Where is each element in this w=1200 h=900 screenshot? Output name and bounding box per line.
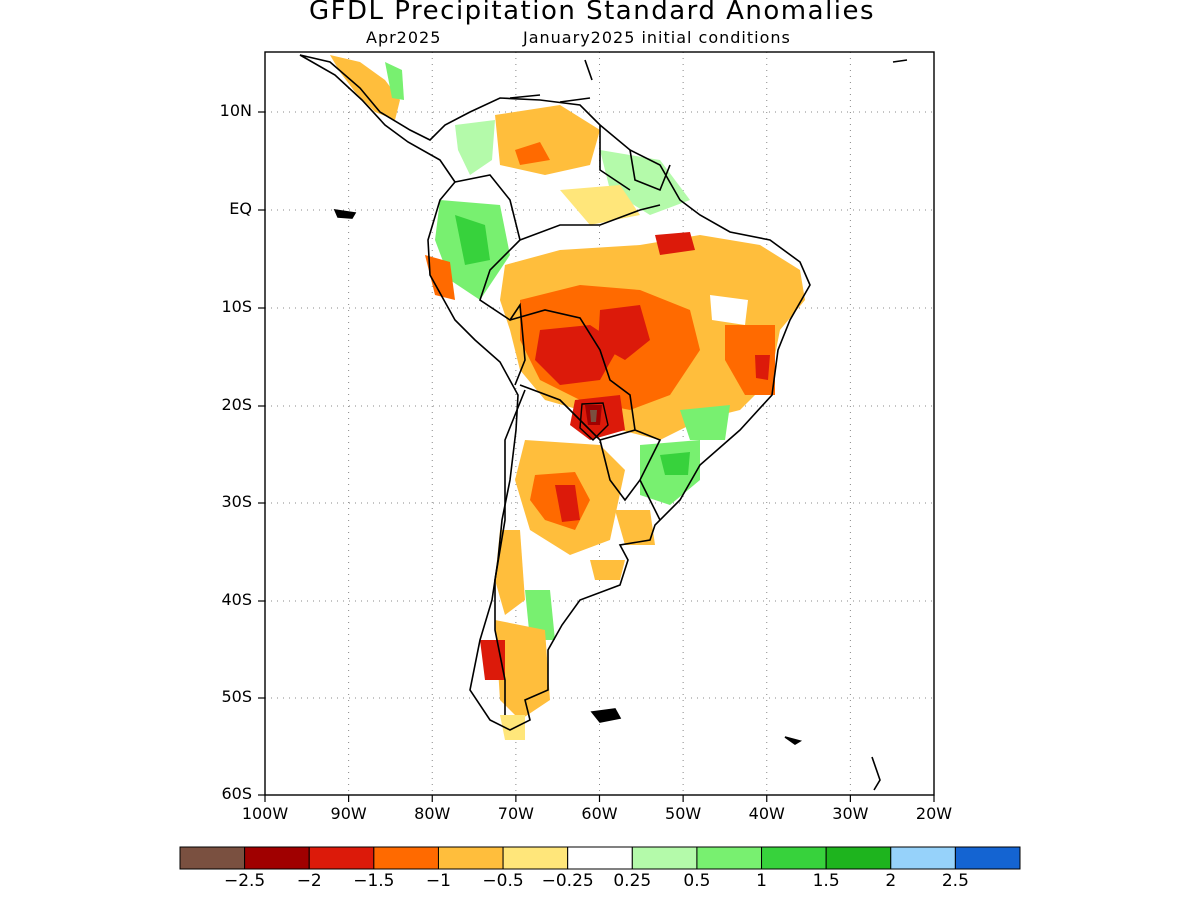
- colorbar-label: −0.5: [482, 871, 524, 891]
- axis-ticks: [258, 111, 935, 802]
- colorbar-swatch-8: [696, 846, 763, 870]
- colorbar-label: −1: [425, 871, 451, 891]
- initial-conditions-subtitle: January2025 initial conditions: [523, 28, 791, 47]
- anomaly-region-sao-paulo-core: [660, 452, 690, 475]
- caribbean-islands: [509, 59, 908, 103]
- anomaly-region-goias-core: [598, 305, 650, 360]
- colorbar-swatch-1: [244, 846, 310, 870]
- anomaly-region-tierra-del-fuego: [500, 715, 525, 740]
- lat-label: 20S: [221, 395, 252, 414]
- lon-label: 20W: [915, 804, 953, 823]
- anomaly-region-central-america: [330, 55, 400, 120]
- colorbar-swatch-0: [179, 846, 246, 870]
- lon-label: 90W: [330, 804, 367, 823]
- colorbar-label: 2: [885, 871, 897, 891]
- anomaly-region-colombia-wet: [455, 120, 495, 175]
- anomaly-region-peru-coast-dry: [425, 255, 455, 300]
- colorbar-label: 1.5: [812, 871, 840, 891]
- anomaly-shading: [330, 55, 805, 740]
- colorbar-label: −1.5: [353, 871, 395, 891]
- colorbar-swatch-4: [437, 846, 504, 870]
- lat-label: 10S: [221, 297, 252, 316]
- colorbar-swatch-9: [761, 846, 827, 870]
- pantanal-contour: [579, 402, 609, 441]
- lon-label: 60W: [581, 804, 618, 823]
- south-sandwich-islands: [871, 756, 881, 791]
- anomaly-region-venezuela-dry: [495, 105, 600, 175]
- colorbar-label: 0.5: [683, 871, 711, 891]
- colorbar-swatch-6: [567, 846, 633, 870]
- colorbar: [179, 846, 1021, 870]
- anomaly-region-pampas-dry: [590, 560, 625, 580]
- colorbar-swatch-12: [954, 846, 1021, 870]
- lat-label: 50S: [221, 687, 252, 706]
- lon-label: 50W: [665, 804, 702, 823]
- falkland-islands: [590, 708, 622, 723]
- lon-label: 70W: [497, 804, 534, 823]
- colorbar-label: −0.25: [541, 871, 594, 891]
- anomaly-region-minas-wet: [680, 405, 730, 440]
- anomaly-region-pantanal-center: [590, 410, 597, 422]
- map-title: GFDL Precipitation Standard Anomalies: [308, 0, 876, 26]
- lon-label: 30W: [832, 804, 869, 823]
- country-borders: [454, 125, 671, 715]
- lon-label: 40W: [748, 804, 785, 823]
- lon-label: 80W: [414, 804, 451, 823]
- colorbar-swatch-5: [502, 846, 569, 870]
- galapagos-islands: [333, 208, 357, 219]
- lat-label: EQ: [229, 199, 252, 218]
- colorbar-label: 0.25: [613, 871, 652, 891]
- south-america-coastline: [299, 54, 811, 731]
- colorbar-swatch-10: [825, 846, 892, 870]
- forecast-month-subtitle: Apr2025: [366, 28, 442, 47]
- anomaly-region-para-dry: [655, 232, 695, 255]
- anomaly-region-venezuela-core: [515, 142, 550, 165]
- anomaly-region-northeast-white: [710, 295, 748, 325]
- anomaly-region-cordoba-core: [555, 485, 580, 522]
- colorbar-label: −2.5: [223, 871, 266, 891]
- colorbar-label: 2.5: [941, 871, 969, 891]
- coastline-and-borders: [299, 54, 908, 791]
- colorbar-swatch-7: [631, 846, 698, 870]
- anomaly-region-guiana-wet: [600, 150, 690, 215]
- colorbar-swatch-3: [373, 846, 439, 870]
- lat-label: 40S: [221, 590, 252, 609]
- anomaly-region-panama-wet: [385, 62, 404, 100]
- anomaly-region-bahia-core: [755, 355, 770, 380]
- lat-label: 30S: [221, 492, 252, 511]
- colorbar-swatch-2: [308, 846, 375, 870]
- colorbar-label: −2: [296, 871, 322, 891]
- lat-label: 60S: [221, 784, 252, 803]
- lon-label: 100W: [241, 804, 289, 823]
- colorbar-label: 1: [756, 871, 767, 891]
- anomaly-region-ecuador-core: [455, 215, 490, 265]
- anomaly-region-uruguay-dry: [615, 510, 655, 545]
- lat-label: 10N: [219, 101, 252, 120]
- anomaly-region-guiana-dry: [560, 185, 640, 225]
- colorbar-swatch-11: [890, 846, 956, 870]
- anomaly-region-chile-central-dry: [495, 530, 525, 615]
- south-georgia: [784, 736, 803, 745]
